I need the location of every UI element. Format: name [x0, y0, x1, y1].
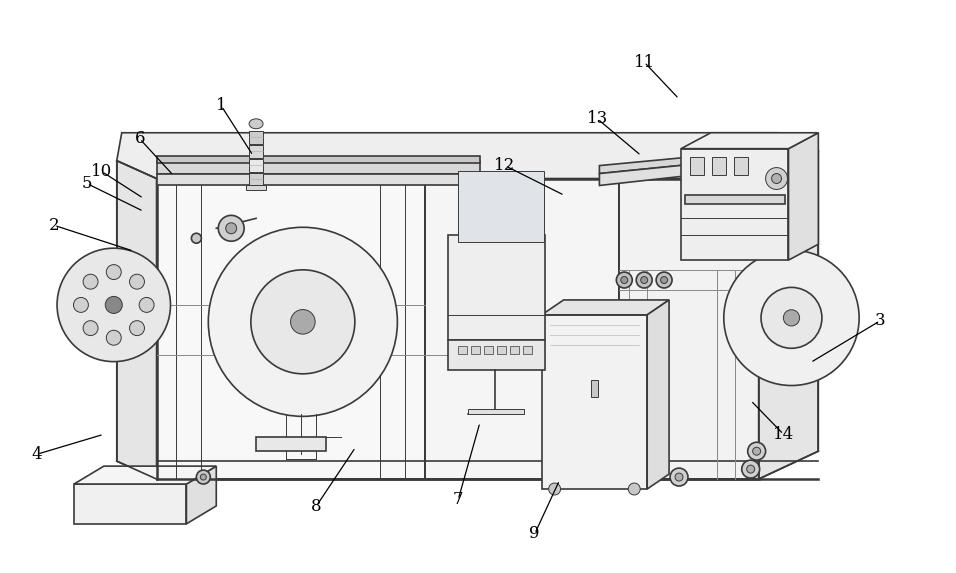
Bar — [484, 346, 493, 354]
Circle shape — [637, 272, 652, 288]
Polygon shape — [157, 461, 793, 479]
Circle shape — [140, 297, 154, 312]
Circle shape — [675, 473, 683, 481]
Text: 13: 13 — [587, 111, 608, 127]
Bar — [734, 156, 748, 175]
Circle shape — [752, 447, 761, 455]
Polygon shape — [759, 151, 818, 479]
Text: 9: 9 — [530, 525, 540, 542]
Circle shape — [766, 167, 788, 190]
Ellipse shape — [250, 119, 263, 129]
Bar — [250, 131, 263, 144]
Circle shape — [742, 460, 760, 478]
Polygon shape — [157, 174, 480, 186]
Bar — [468, 409, 524, 414]
Circle shape — [106, 265, 121, 280]
Bar — [246, 186, 266, 190]
Circle shape — [656, 272, 672, 288]
Circle shape — [670, 468, 688, 486]
Polygon shape — [685, 195, 785, 205]
Circle shape — [201, 474, 206, 480]
Text: 8: 8 — [311, 499, 321, 516]
Bar — [458, 171, 544, 242]
Bar — [250, 159, 263, 171]
Bar — [690, 156, 704, 175]
Polygon shape — [157, 160, 480, 174]
Bar — [497, 346, 506, 354]
Circle shape — [105, 296, 122, 313]
Text: 3: 3 — [875, 312, 885, 329]
Circle shape — [549, 483, 560, 495]
Polygon shape — [117, 133, 818, 179]
Polygon shape — [619, 179, 759, 479]
Circle shape — [218, 215, 244, 241]
Polygon shape — [681, 133, 818, 148]
Circle shape — [617, 272, 632, 288]
Text: 4: 4 — [32, 446, 42, 462]
Circle shape — [747, 465, 754, 473]
Polygon shape — [186, 466, 216, 524]
Polygon shape — [681, 148, 789, 260]
Circle shape — [83, 274, 98, 289]
Circle shape — [129, 321, 144, 336]
Polygon shape — [542, 315, 647, 489]
Circle shape — [208, 227, 398, 417]
Circle shape — [191, 233, 202, 243]
Polygon shape — [157, 156, 480, 163]
Circle shape — [57, 248, 170, 362]
Circle shape — [291, 309, 315, 334]
Circle shape — [129, 274, 144, 289]
Polygon shape — [448, 236, 545, 340]
Circle shape — [226, 223, 237, 234]
Circle shape — [761, 288, 822, 348]
Circle shape — [74, 297, 88, 312]
Text: 6: 6 — [135, 130, 145, 147]
Text: 12: 12 — [494, 157, 515, 174]
Polygon shape — [599, 148, 778, 174]
Text: 2: 2 — [49, 217, 59, 234]
Circle shape — [106, 330, 121, 345]
Bar — [471, 346, 480, 354]
Polygon shape — [157, 179, 425, 479]
Text: 14: 14 — [772, 426, 794, 443]
Bar — [523, 346, 532, 354]
Text: 5: 5 — [81, 175, 92, 192]
Circle shape — [661, 277, 667, 284]
Polygon shape — [117, 160, 157, 479]
Bar — [712, 156, 726, 175]
Circle shape — [628, 483, 641, 495]
Polygon shape — [74, 466, 216, 484]
Text: 11: 11 — [634, 54, 655, 70]
Text: 1: 1 — [216, 97, 227, 115]
Polygon shape — [789, 133, 818, 260]
Polygon shape — [542, 300, 669, 315]
Bar — [250, 172, 263, 186]
Circle shape — [250, 270, 355, 374]
Text: 7: 7 — [453, 492, 464, 508]
Circle shape — [771, 174, 781, 183]
Bar — [250, 145, 263, 158]
Circle shape — [196, 470, 210, 484]
Bar — [510, 346, 519, 354]
Text: 10: 10 — [91, 163, 113, 180]
Bar — [458, 346, 467, 354]
Circle shape — [724, 250, 859, 386]
Circle shape — [83, 321, 98, 336]
Circle shape — [620, 277, 628, 284]
Circle shape — [748, 442, 766, 460]
Polygon shape — [448, 340, 545, 370]
Polygon shape — [74, 484, 186, 524]
Circle shape — [641, 277, 647, 284]
Circle shape — [783, 310, 799, 326]
Polygon shape — [256, 437, 326, 451]
Polygon shape — [599, 156, 778, 186]
Polygon shape — [647, 300, 669, 489]
Polygon shape — [425, 179, 619, 479]
Bar — [592, 379, 598, 398]
